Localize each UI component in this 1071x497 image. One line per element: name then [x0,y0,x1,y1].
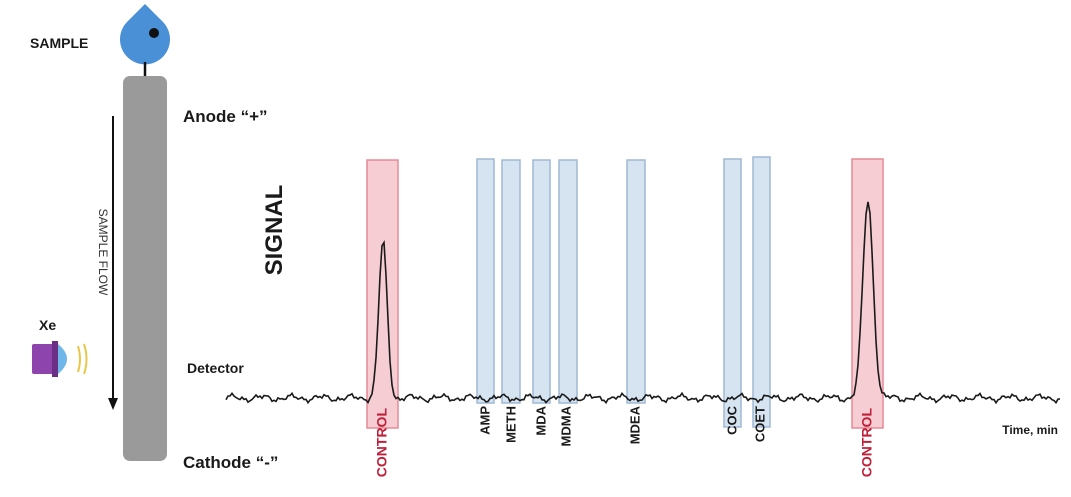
band-control-8 [851,158,884,429]
xe-label: Xe [39,317,56,333]
band-coet [752,156,771,428]
band-label-control-8: CONTROL [859,408,875,478]
band-labels: CONTROL AMP METH MDA MDMA MDEA COC COET CONTROL [374,405,875,477]
band-label-mdma: MDMA [558,405,573,446]
band-label-meth: METH [503,406,518,443]
sample-drop-icon [120,4,170,65]
band-label-amp: AMP [477,406,492,435]
band-label-mda: MDA [533,405,548,435]
detector-label: Detector [187,360,244,376]
anode-label: Anode “+” [183,107,268,126]
capillary-column [123,76,167,461]
sample-flow-label: SAMPLE FLOW [96,209,110,296]
xe-lamp-icon [32,341,67,377]
band-mda [532,159,551,404]
band-mdma [558,159,578,404]
time-axis-label: Time, min [1002,423,1058,437]
band-mdea [626,159,646,404]
band-label-coc: COC [724,405,739,435]
sample-flow-arrow-icon [108,116,118,410]
band-label-mdea: MDEA [627,405,642,444]
migration-bands [366,156,884,429]
light-rays-icon [77,343,88,375]
band-control-0 [366,159,399,429]
signal-label: SIGNAL [261,185,288,276]
band-label-control-0: CONTROL [374,408,390,478]
signal-trace [225,201,1061,405]
cathode-label: Cathode “-” [183,453,278,472]
band-meth [501,159,521,404]
band-coc [723,158,742,428]
sample-label: SAMPLE [30,35,88,51]
band-label-coet: COET [752,406,767,442]
band-amp [476,158,495,404]
